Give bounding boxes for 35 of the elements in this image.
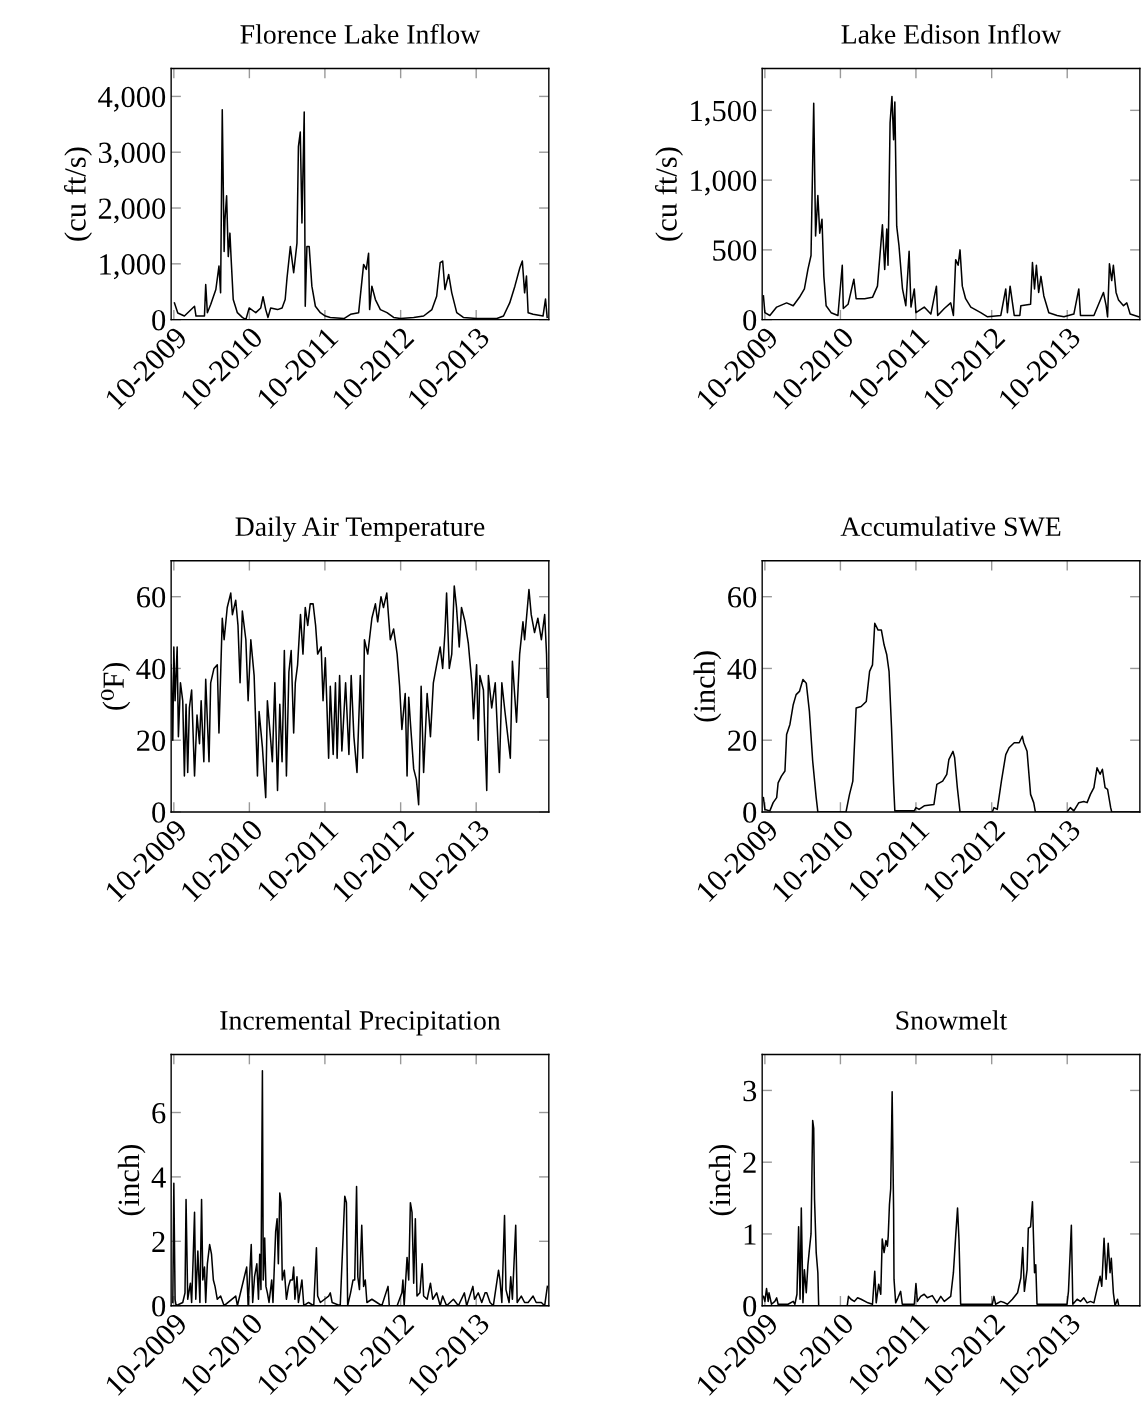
y-tick-label: 4 <box>151 1167 166 1188</box>
y-tick-label: 2 <box>743 1152 756 1173</box>
y-tick-label: 20 <box>137 730 166 752</box>
y-tick-label: 0 <box>743 802 757 823</box>
y-tick-label: 1,000 <box>691 170 757 196</box>
y-tick-label: 40 <box>727 658 757 680</box>
y-tick-label: 20 <box>728 730 757 752</box>
y-axis-title: (⁰F) <box>100 662 131 710</box>
y-tick-label: 60 <box>728 586 757 608</box>
chart-title: Snowmelt <box>896 1010 1008 1030</box>
y-axis-title: (inch) <box>693 651 722 722</box>
y-tick-label: 3 <box>743 1080 757 1102</box>
chart-title: Daily Air Temperature <box>235 516 485 542</box>
y-tick-label: 1,000 <box>100 254 166 280</box>
y-tick-label: 2,000 <box>98 198 166 224</box>
y-axis-title: (inch) <box>708 1144 737 1216</box>
y-axis-title: (cu ft/s) <box>655 147 684 241</box>
y-tick-label: 6 <box>152 1102 166 1124</box>
y-tick-label: 4,000 <box>98 86 166 112</box>
y-tick-label: 2 <box>152 1231 165 1252</box>
chart-title: Accumulative SWE <box>840 516 1061 537</box>
y-tick-label: 0 <box>152 1295 166 1317</box>
y-axis-title: (cu ft/s) <box>63 147 92 241</box>
y-tick-label: 40 <box>136 658 166 680</box>
chart-title: Florence Lake Inflow <box>240 23 481 44</box>
y-axis-title: (inch) <box>117 1144 146 1216</box>
y-tick-label: 60 <box>137 586 166 608</box>
y-tick-label: 500 <box>713 240 757 261</box>
y-tick-label: 0 <box>743 1295 757 1317</box>
y-tick-label: 0 <box>152 802 166 823</box>
y-tick-label: 1,500 <box>691 100 757 126</box>
y-tick-label: 1 <box>744 1224 756 1245</box>
chart-title: Lake Edison Inflow <box>841 23 1062 44</box>
chart-title: Incremental Precipitation <box>220 1010 501 1036</box>
y-tick-label: 3,000 <box>99 142 166 168</box>
